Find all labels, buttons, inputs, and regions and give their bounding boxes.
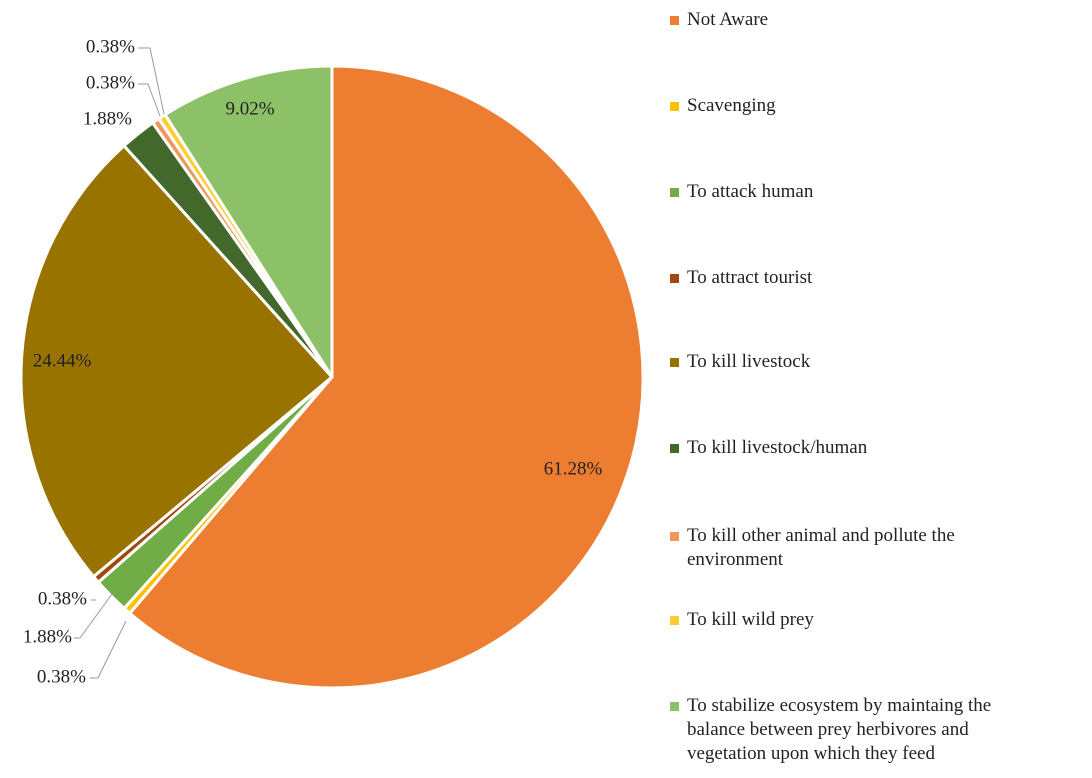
legend-label: To kill livestock xyxy=(687,351,811,372)
legend-swatch xyxy=(670,532,679,541)
legend-swatch xyxy=(670,102,679,111)
legend-item: To kill livestock/human xyxy=(670,436,867,460)
pie-slice xyxy=(19,144,334,579)
legend-item: To attract tourist xyxy=(670,266,812,290)
leader-line xyxy=(74,593,113,639)
legend-label: To attract tourist xyxy=(687,267,813,288)
data-label: 0.38% xyxy=(38,588,87,609)
leader-line xyxy=(138,83,161,117)
legend-item: Not Aware xyxy=(670,8,768,32)
legend-label: To kill livestock/human xyxy=(687,437,868,458)
data-label: 0.38% xyxy=(37,666,86,687)
pie-slices xyxy=(19,64,645,690)
legend-item: Scavenging xyxy=(670,94,776,118)
pie-chart: 61.28% 0.38% 1.88% 0.38% 24.44% 1.88% 0.38% 0.3… xyxy=(19,36,645,690)
leader-line xyxy=(90,620,127,679)
data-label: 9.02% xyxy=(225,98,274,119)
data-label: 24.44% xyxy=(33,350,92,371)
legend-swatch xyxy=(670,702,679,711)
legend-item: To kill other animal and pollute the env… xyxy=(670,524,1030,572)
leader-line xyxy=(138,47,165,115)
data-label: 0.38% xyxy=(86,72,135,93)
data-label: 1.88% xyxy=(83,108,132,129)
legend-swatch xyxy=(670,444,679,453)
legend-label: To attack human xyxy=(687,181,814,202)
legend-item: To kill wild prey xyxy=(670,608,814,632)
data-label: 61.28% xyxy=(544,458,603,479)
legend-swatch xyxy=(670,274,679,283)
data-label: 0.38% xyxy=(86,36,135,57)
legend-label: Not Aware xyxy=(687,9,769,30)
legend-label: To kill wild prey xyxy=(687,609,814,630)
legend-swatch xyxy=(670,188,679,197)
pie-slice xyxy=(128,64,645,690)
legend: Not Aware Scavenging To attack human To … xyxy=(670,0,1090,778)
leader-lines xyxy=(74,47,165,679)
pie-slice xyxy=(163,64,334,379)
legend-swatch xyxy=(670,358,679,367)
legend-label: To kill other animal and pollute the env… xyxy=(687,525,955,570)
legend-item: To kill livestock xyxy=(670,350,810,374)
legend-item: To stabilize ecosystem by maintaing the … xyxy=(670,694,1040,766)
legend-item: To attack human xyxy=(670,180,813,204)
legend-swatch xyxy=(670,616,679,625)
legend-label: Scavenging xyxy=(687,95,776,116)
legend-swatch xyxy=(670,16,679,25)
data-label: 1.88% xyxy=(23,626,72,647)
data-labels: 61.28% 0.38% 1.88% 0.38% 24.44% 1.88% 0.38% 0.3… xyxy=(23,36,603,687)
legend-label: To stabilize ecosystem by maintaing the … xyxy=(687,695,992,764)
